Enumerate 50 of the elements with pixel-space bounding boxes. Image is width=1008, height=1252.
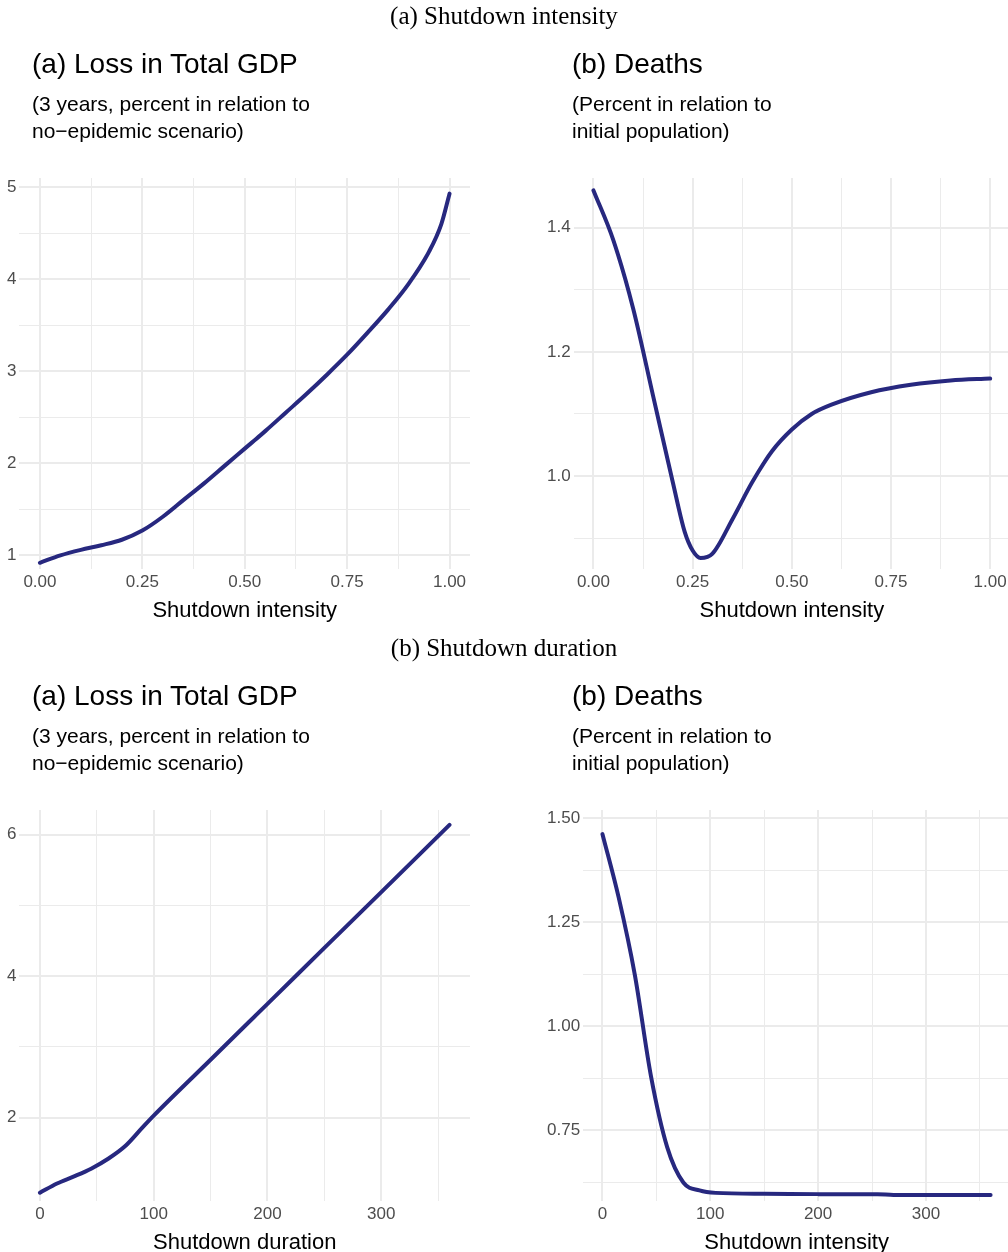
text: (a) Shutdown intensity	[389, 2, 619, 30]
x-tick-label: 0.50	[775, 572, 809, 592]
x-tick-label: 0.25	[676, 572, 710, 592]
x-tick-label: 200	[253, 1204, 282, 1224]
x-tick-label: 100	[696, 1204, 725, 1224]
y-tick-label: 1.2	[546, 341, 571, 361]
x-tick-label: 0.00	[23, 572, 57, 592]
x-axis-title: Shutdown duration	[152, 1228, 337, 1252]
x-tick-label: 200	[803, 1204, 833, 1224]
line-series	[37, 191, 452, 565]
chart-subtitle: (3 years, percent in relation to no−epidemic scenario)	[32, 91, 310, 144]
chart-title: (a) Loss in Total GDP	[32, 48, 298, 80]
chart-title: (b) Deaths	[572, 680, 703, 712]
x-tick-label: 1.00	[973, 572, 1007, 592]
x-tick-label: 0	[35, 1204, 45, 1224]
y-tick-label: 1.25	[546, 912, 581, 932]
chart-title: (a) Loss in Total GDP	[32, 680, 298, 712]
x-tick-label: 300	[367, 1204, 396, 1224]
y-tick-label: 6	[6, 824, 17, 844]
line-series	[600, 832, 993, 1197]
x-tick-label: 1.00	[432, 572, 467, 592]
x-tick-label: 300	[911, 1204, 941, 1224]
y-tick-label: 1	[6, 545, 17, 565]
text: (b) Shutdown duration	[389, 634, 619, 662]
y-tick-label: 1.50	[546, 808, 581, 828]
x-tick-label: 0	[597, 1204, 608, 1224]
y-tick-label: 2	[6, 1107, 17, 1127]
x-axis-title: Shutdown intensity	[699, 596, 885, 622]
y-tick-label: 2	[6, 453, 17, 473]
y-tick-label: 1.0	[546, 465, 571, 485]
x-tick-label: 0.00	[576, 572, 611, 592]
line-series	[37, 822, 452, 1195]
x-tick-label: 0.25	[125, 572, 159, 592]
chart-subtitle: (3 years, percent in relation to no−epidemic scenario)	[32, 723, 310, 776]
y-tick-label: 1.00	[546, 1016, 581, 1036]
x-tick-label: 0.75	[330, 572, 364, 592]
chart-title: (b) Deaths	[572, 48, 703, 80]
line-series	[591, 188, 993, 561]
x-axis-title: Shutdown intensity	[152, 596, 338, 622]
y-tick-label: 1.4	[546, 217, 571, 237]
x-tick-label: 100	[139, 1204, 168, 1224]
x-tick-label: 0.75	[874, 572, 908, 592]
y-tick-label: 5	[6, 176, 17, 196]
y-tick-label: 3	[6, 360, 17, 380]
y-tick-label: 4	[6, 965, 17, 985]
x-tick-label: 0.50	[228, 572, 262, 592]
y-tick-label: 0.75	[546, 1120, 581, 1140]
y-tick-label: 4	[6, 268, 17, 288]
chart-subtitle: (Percent in relation to initial population)	[572, 723, 772, 776]
chart-subtitle: (Percent in relation to initial population)	[572, 91, 772, 144]
